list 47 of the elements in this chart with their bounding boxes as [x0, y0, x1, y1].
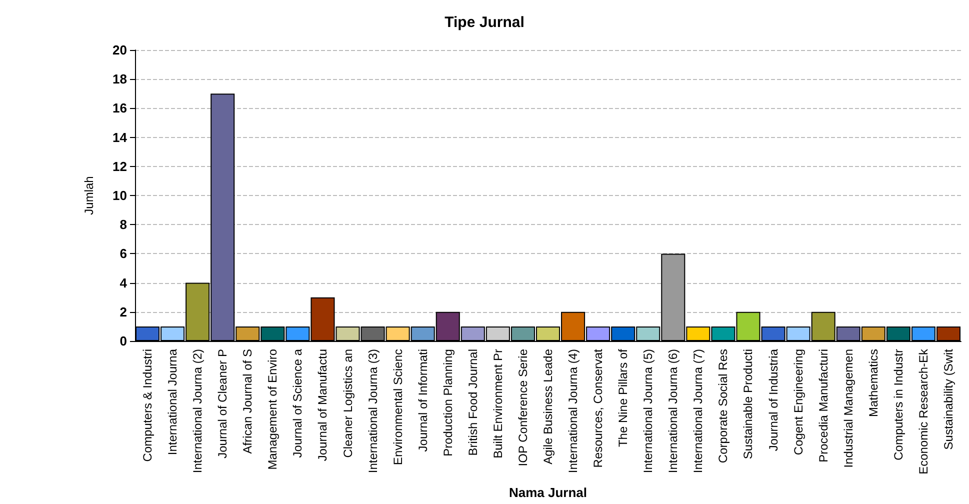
x-tick-label: Management of Enviro	[266, 348, 280, 470]
x-tick-label: International Journa (5)	[641, 349, 656, 474]
y-tick-label: 16	[112, 100, 127, 116]
x-tick-label: IOP Conference Serie	[516, 348, 530, 466]
chart-title: Tipe Jurnal	[444, 14, 524, 31]
y-tick-label: 10	[112, 188, 127, 203]
y-tick-label: 2	[120, 304, 127, 320]
x-tick-label: Mathematics	[866, 349, 880, 418]
x-tick-label: International Journa (2)	[190, 349, 205, 474]
y-tick-label: 14	[112, 130, 128, 145]
x-tick-label: International Journa	[166, 348, 180, 456]
y-tick-label: 18	[112, 72, 127, 87]
x-tick-label: Industrial Managemen	[841, 349, 856, 468]
x-tick-label: International Journa (6)	[666, 349, 680, 474]
x-tick-label: International Journa (4)	[566, 349, 580, 474]
x-tick-label: Journal of Cleaner P	[216, 349, 230, 458]
x-tick-label: International Journa (3)	[366, 349, 380, 474]
x-tick-label: African Journal of S	[240, 349, 255, 454]
x-tick-label: Journal of Manufactu	[316, 349, 330, 462]
x-tick-label: Resources, Conservat	[591, 348, 606, 468]
x-tick-label: Sustainability (Swit	[941, 348, 956, 450]
x-tick-label: Built Environment Pr	[490, 349, 505, 458]
x-tick-label: Economic Research-Ek	[916, 348, 930, 474]
y-tick-label: 12	[112, 158, 127, 174]
x-tick-label: Journal of Science a	[290, 348, 305, 458]
x-tick-label: Sustainable Producti	[741, 349, 756, 460]
y-tick-label: 6	[120, 246, 127, 262]
y-axis-title: Jumlah	[82, 176, 96, 215]
y-tick-label: 8	[120, 217, 127, 232]
x-tick-label: Journal of Informati	[416, 349, 430, 452]
x-tick-label: Environmental Scienc	[390, 349, 405, 466]
x-axis-title: Nama Jurnal	[508, 485, 588, 500]
x-tick-label: Production Planning	[440, 349, 455, 456]
x-tick-label: Cleaner Logistics an	[340, 349, 355, 458]
x-tick-label: Computers in Industr	[891, 349, 906, 460]
x-tick-label: Procedia Manufacturi	[816, 349, 830, 462]
x-tick-label: Cogent Engineering	[791, 349, 806, 456]
x-tick-label: Corporate Social Res	[716, 349, 730, 464]
y-tick-label: 4	[120, 275, 128, 290]
x-tick-label: Journal of Industria	[766, 348, 780, 452]
x-tick-label: International Journa (7)	[691, 349, 706, 474]
x-tick-label: British Food Journal	[466, 349, 480, 456]
x-tick-label: The Nine Pillars of	[616, 348, 630, 448]
x-tick-label: Computers & Industri	[140, 349, 155, 462]
y-tick-label: 0	[120, 334, 127, 348]
x-tick-label: Agile Business Leade	[541, 348, 555, 464]
y-tick-label: 20	[112, 42, 127, 58]
